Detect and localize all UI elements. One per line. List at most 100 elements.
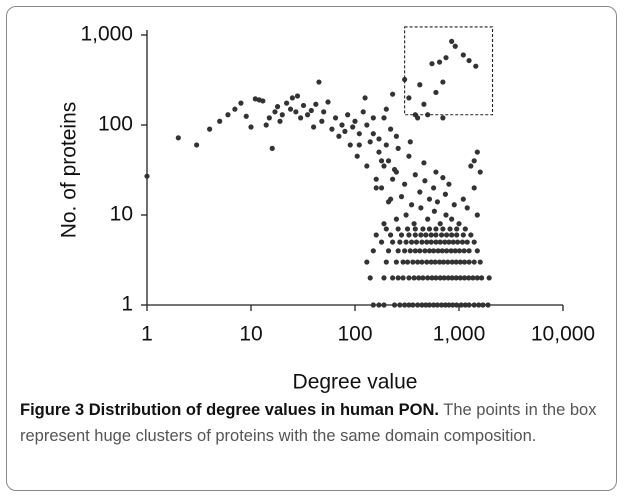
point	[419, 239, 425, 245]
point	[452, 43, 458, 49]
point	[470, 275, 476, 281]
point	[362, 95, 368, 101]
point	[383, 106, 389, 112]
point	[433, 226, 439, 232]
point	[479, 275, 485, 281]
point	[406, 302, 412, 308]
point	[438, 232, 445, 238]
point	[412, 248, 418, 254]
point	[404, 259, 411, 265]
point	[471, 259, 477, 265]
point	[313, 101, 319, 107]
point	[443, 55, 449, 61]
point	[406, 95, 412, 101]
point	[441, 275, 447, 281]
point	[449, 275, 455, 281]
point	[417, 82, 423, 88]
point	[422, 178, 428, 184]
point	[454, 232, 460, 238]
point	[454, 302, 460, 308]
y-tick-label: 1	[121, 293, 133, 316]
point	[408, 202, 415, 208]
point	[461, 275, 468, 281]
point	[468, 163, 474, 169]
point	[277, 118, 283, 124]
point	[207, 126, 213, 132]
point	[461, 259, 468, 265]
point	[428, 239, 434, 245]
point	[440, 79, 446, 85]
point	[238, 100, 244, 106]
point	[466, 302, 472, 308]
point	[412, 172, 418, 178]
point	[474, 275, 480, 281]
point	[260, 98, 266, 104]
point	[461, 248, 467, 254]
point	[446, 302, 452, 308]
point	[402, 248, 408, 254]
point	[433, 232, 439, 238]
point	[428, 259, 434, 265]
point	[426, 226, 433, 232]
point	[385, 199, 392, 205]
point	[408, 239, 415, 245]
point	[370, 115, 376, 121]
point	[402, 302, 408, 308]
point	[460, 196, 466, 202]
point	[471, 185, 477, 191]
point	[453, 275, 459, 281]
point	[440, 226, 446, 232]
x-tick-label: 1,000	[433, 323, 486, 346]
y-axis-title: No. of proteins	[58, 102, 81, 239]
point	[426, 302, 433, 308]
point	[393, 133, 399, 139]
point	[431, 248, 437, 254]
point	[431, 208, 437, 214]
point	[381, 302, 387, 308]
point	[329, 126, 335, 132]
point	[232, 106, 238, 112]
point	[402, 76, 408, 83]
point	[279, 112, 285, 118]
point	[471, 158, 477, 164]
point	[460, 52, 466, 58]
point	[471, 302, 477, 308]
point	[457, 275, 463, 281]
point	[443, 212, 449, 218]
point	[383, 142, 389, 148]
point	[370, 131, 376, 137]
point	[421, 160, 427, 166]
point	[411, 275, 417, 281]
point	[433, 239, 439, 245]
point	[339, 122, 345, 128]
point	[453, 259, 459, 265]
point	[381, 221, 387, 227]
point	[480, 302, 486, 308]
point	[440, 175, 446, 181]
point	[474, 212, 480, 218]
point	[352, 118, 358, 124]
point	[308, 107, 314, 114]
point	[468, 232, 474, 238]
point	[433, 89, 439, 96]
point	[419, 302, 425, 308]
point	[385, 158, 392, 164]
point	[403, 239, 409, 245]
point	[417, 248, 423, 254]
point	[407, 248, 413, 254]
point	[311, 124, 317, 130]
point	[420, 275, 426, 281]
point	[217, 118, 223, 124]
point	[449, 232, 455, 238]
point	[439, 248, 445, 254]
point	[269, 145, 275, 151]
point	[274, 104, 281, 110]
point	[456, 221, 462, 227]
point	[263, 122, 269, 128]
point	[446, 181, 452, 187]
point	[325, 99, 331, 105]
point	[451, 202, 457, 208]
point	[466, 275, 472, 281]
point	[354, 153, 360, 159]
point	[395, 226, 401, 232]
